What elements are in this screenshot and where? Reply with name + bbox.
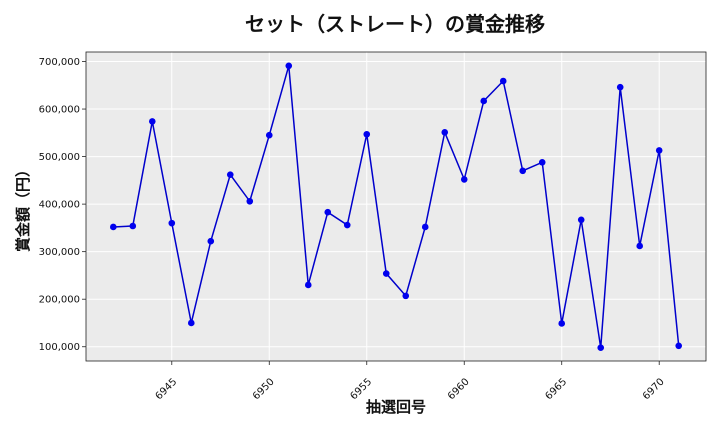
- chart-title: セット（ストレート）の賞金推移: [245, 12, 545, 36]
- data-point: [655, 147, 663, 154]
- y-axis-ticks: 100,000 200,000 300,000 400,000 500,000 600,0…: [39, 57, 86, 353]
- data-point: [109, 223, 117, 231]
- y-tick-label: 600,000: [39, 105, 80, 116]
- x-axis-label: 抽選回号: [366, 398, 426, 416]
- data-point: [265, 131, 273, 139]
- data-point: [207, 237, 215, 245]
- grid-lines: [86, 52, 706, 361]
- data-point: [421, 223, 429, 231]
- x-tick-label: 6950: [251, 376, 277, 402]
- y-tick-label: 200,000: [39, 295, 80, 306]
- y-axis-label: 賞金額（円）: [14, 162, 32, 252]
- series-line: [113, 65, 680, 348]
- data-point: [675, 342, 683, 350]
- plot-area: [86, 52, 706, 361]
- data-point: [324, 208, 332, 216]
- y-tick-label: 700,000: [39, 57, 80, 68]
- data-point: [519, 167, 527, 175]
- data-point: [538, 158, 546, 166]
- data-point: [616, 83, 624, 91]
- series-layer: [109, 62, 683, 351]
- data-point: [363, 130, 371, 138]
- y-tick-label: 400,000: [39, 200, 80, 211]
- data-point: [187, 319, 195, 327]
- data-point: [558, 320, 566, 327]
- data-point: [382, 270, 390, 277]
- data-point: [402, 292, 410, 300]
- data-point: [636, 242, 644, 250]
- data-point: [441, 129, 449, 136]
- data-point: [577, 216, 585, 224]
- data-point: [499, 77, 507, 85]
- data-point: [285, 62, 293, 70]
- x-tick-label: 6965: [543, 376, 569, 402]
- data-point: [304, 281, 312, 289]
- y-tick-label: 300,000: [39, 247, 80, 258]
- data-point: [343, 221, 351, 229]
- data-point: [168, 219, 176, 227]
- data-point: [148, 118, 156, 125]
- x-axis-ticks: 6945 6950 6955 6960 6965 6970: [154, 361, 667, 402]
- data-point: [246, 197, 254, 205]
- y-tick-label: 500,000: [39, 152, 80, 163]
- data-point: [597, 344, 605, 351]
- data-point: [480, 97, 488, 105]
- y-tick-label: 100,000: [39, 342, 80, 353]
- data-point: [226, 171, 234, 178]
- x-tick-label: 6960: [446, 376, 472, 402]
- plot-border: [85, 51, 707, 362]
- x-tick-label: 6970: [641, 376, 667, 402]
- data-point: [129, 222, 137, 230]
- data-point: [460, 176, 468, 183]
- x-tick-label: 6945: [154, 376, 180, 402]
